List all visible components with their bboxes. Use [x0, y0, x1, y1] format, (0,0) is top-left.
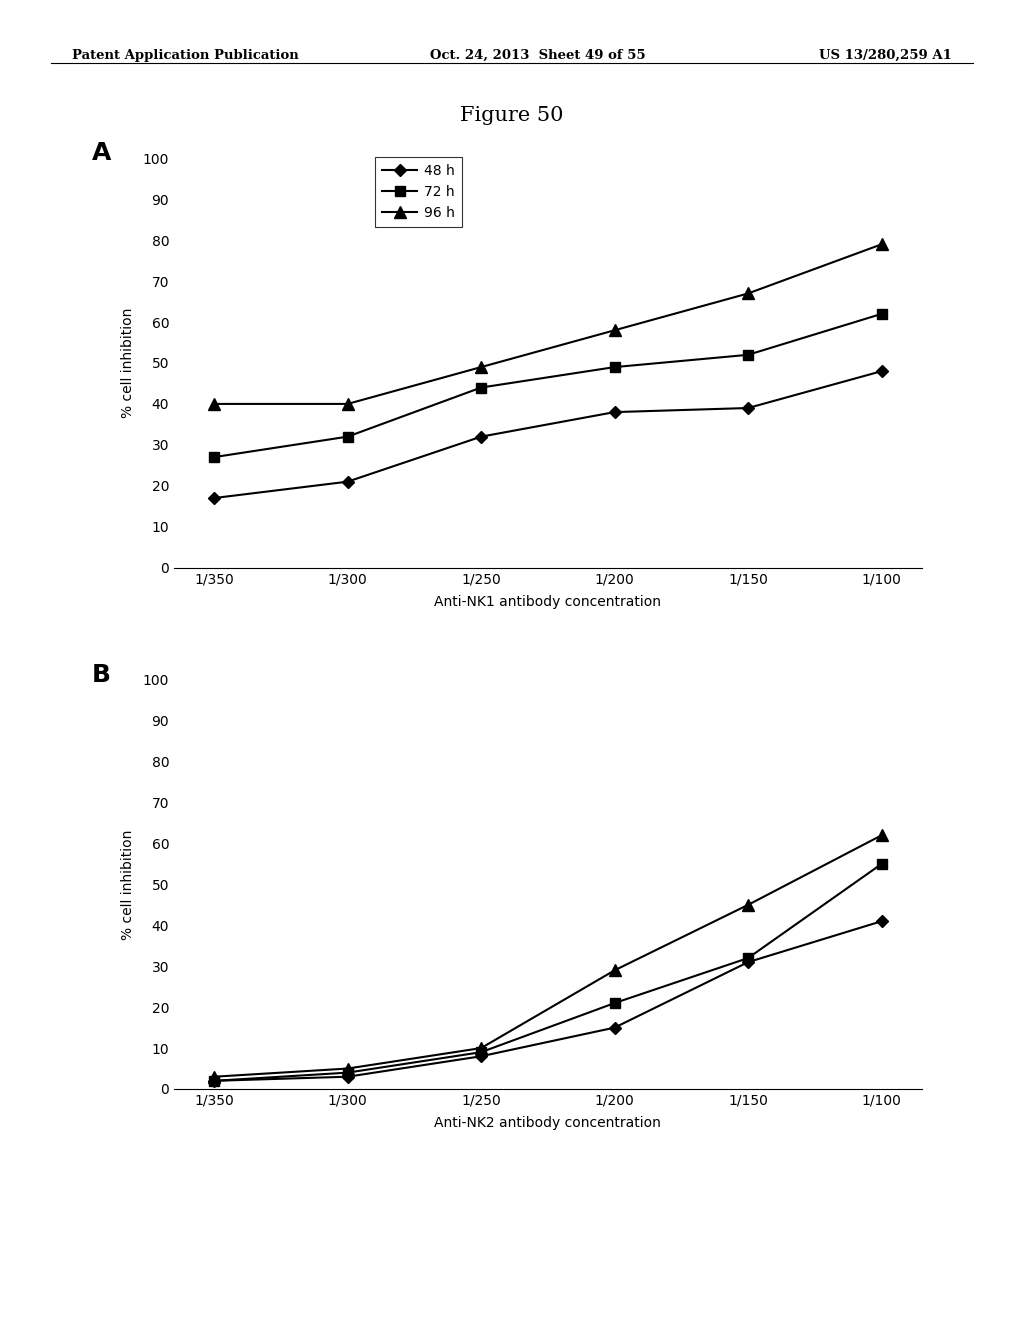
96 h — [608, 962, 621, 978]
72 h — [341, 429, 353, 445]
72 h — [341, 1065, 353, 1081]
Text: Oct. 24, 2013  Sheet 49 of 55: Oct. 24, 2013 Sheet 49 of 55 — [430, 49, 646, 62]
Text: US 13/280,259 A1: US 13/280,259 A1 — [819, 49, 952, 62]
48 h — [742, 400, 755, 416]
Legend: 48 h, 72 h, 96 h: 48 h, 72 h, 96 h — [376, 157, 462, 227]
96 h — [742, 285, 755, 301]
96 h — [608, 322, 621, 338]
96 h — [341, 1061, 353, 1077]
48 h — [475, 429, 487, 445]
48 h — [341, 1069, 353, 1085]
72 h — [208, 449, 220, 465]
96 h — [341, 396, 353, 412]
72 h — [475, 380, 487, 396]
96 h — [208, 1069, 220, 1085]
X-axis label: Anti-NK1 antibody concentration: Anti-NK1 antibody concentration — [434, 595, 662, 609]
Line: 72 h: 72 h — [209, 859, 887, 1085]
72 h — [608, 359, 621, 375]
96 h — [742, 898, 755, 913]
48 h — [475, 1048, 487, 1064]
96 h — [876, 236, 888, 252]
Text: Patent Application Publication: Patent Application Publication — [72, 49, 298, 62]
Line: 96 h: 96 h — [209, 830, 887, 1082]
72 h — [742, 347, 755, 363]
48 h — [876, 363, 888, 379]
Text: A: A — [92, 141, 112, 165]
Text: B: B — [92, 663, 112, 686]
48 h — [208, 1073, 220, 1089]
72 h — [742, 950, 755, 966]
96 h — [475, 1040, 487, 1056]
X-axis label: Anti-NK2 antibody concentration: Anti-NK2 antibody concentration — [434, 1117, 662, 1130]
Line: 48 h: 48 h — [210, 367, 886, 502]
48 h — [742, 954, 755, 970]
72 h — [475, 1044, 487, 1060]
72 h — [876, 306, 888, 322]
Y-axis label: % cell inhibition: % cell inhibition — [121, 829, 134, 940]
96 h — [475, 359, 487, 375]
48 h — [341, 474, 353, 490]
72 h — [608, 995, 621, 1011]
48 h — [876, 913, 888, 929]
Y-axis label: % cell inhibition: % cell inhibition — [121, 308, 134, 418]
72 h — [876, 857, 888, 873]
96 h — [208, 396, 220, 412]
48 h — [208, 490, 220, 506]
Text: Figure 50: Figure 50 — [460, 106, 564, 124]
96 h — [876, 828, 888, 843]
Line: 72 h: 72 h — [209, 309, 887, 462]
Line: 96 h: 96 h — [209, 239, 887, 409]
Line: 48 h: 48 h — [210, 917, 886, 1085]
48 h — [608, 1019, 621, 1035]
48 h — [608, 404, 621, 420]
72 h — [208, 1073, 220, 1089]
